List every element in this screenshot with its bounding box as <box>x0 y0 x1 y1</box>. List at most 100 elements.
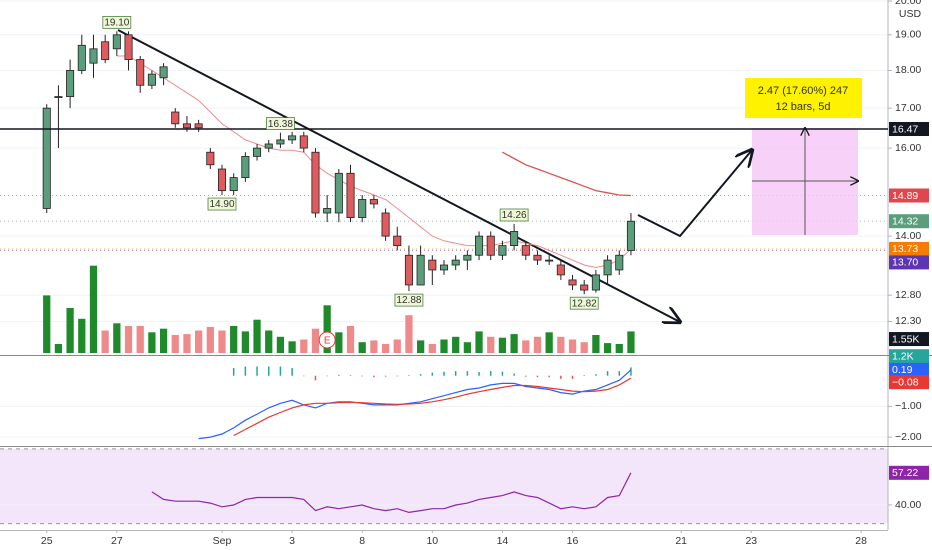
x-tick-label: 14 <box>497 535 509 547</box>
histogram-bar <box>595 374 597 376</box>
volume-bar <box>393 339 401 353</box>
volume-bar <box>405 315 413 353</box>
price-badge-label: 14.89 <box>892 190 918 202</box>
histogram-bar <box>630 367 632 376</box>
candle-body <box>404 254 413 286</box>
candle-body <box>194 123 203 129</box>
indicator-line <box>233 377 632 437</box>
candle-body <box>603 259 612 276</box>
volume-bar <box>615 344 623 353</box>
y-tick-label: 19.00 <box>895 29 921 41</box>
indicator-line <box>502 151 631 197</box>
volume-bar <box>124 326 133 353</box>
histogram-bar <box>232 368 235 376</box>
candle-body <box>556 264 565 276</box>
price-badge <box>889 375 929 390</box>
volume-bar <box>568 339 577 353</box>
x-tick-label: 23 <box>745 535 757 547</box>
measure-label: 12 bars, 5d <box>775 101 830 113</box>
histogram-bar <box>466 371 469 376</box>
price-badge-label: −0.08 <box>892 376 919 388</box>
volume-bar <box>475 331 483 353</box>
volume-bar <box>417 340 425 353</box>
volume-bar <box>148 332 156 353</box>
y-tick-label: −1.00 <box>895 400 922 412</box>
volume-bar <box>66 308 74 353</box>
volume-bar <box>533 336 542 353</box>
extreme-label-box <box>102 15 132 29</box>
price-badge-label: 0.19 <box>892 364 913 376</box>
price-badge-label: 57.22 <box>892 467 918 479</box>
volume-bar <box>510 334 518 353</box>
candle-body <box>124 34 133 60</box>
candle-body <box>381 212 390 237</box>
candle-body <box>626 220 635 251</box>
volume-bar <box>463 342 471 353</box>
volume-bar <box>335 332 343 353</box>
x-tick-label: Sep <box>213 535 232 547</box>
volume-bar <box>43 295 51 353</box>
volume-bar <box>627 331 635 353</box>
y-tick-label: 16.00 <box>895 142 921 154</box>
histogram-bar <box>314 375 317 381</box>
indicator-line <box>116 55 632 269</box>
extreme-label: 19.10 <box>104 17 129 28</box>
x-tick-label: 10 <box>426 535 438 547</box>
price-badge-label: 1.2K <box>892 350 914 362</box>
currency-label: USD <box>899 8 922 20</box>
candle-body <box>299 135 308 149</box>
candle-body <box>206 151 215 166</box>
histogram-bar <box>373 375 375 378</box>
histogram-bar <box>267 366 270 376</box>
volume-bar <box>136 326 144 353</box>
price-badge <box>889 188 929 203</box>
background <box>0 0 888 525</box>
volume-bar <box>603 343 612 353</box>
candle-body <box>311 151 320 214</box>
y-tick-label: 20.00 <box>895 0 921 7</box>
volume-bar <box>218 330 226 353</box>
y-tick-label: −2.00 <box>895 431 922 443</box>
candle-body <box>136 59 145 86</box>
candle-body <box>451 259 460 266</box>
price-badge <box>889 465 929 480</box>
indicator-line <box>198 369 632 440</box>
volume-bar <box>498 337 507 353</box>
y-tick-label: 18.00 <box>895 64 921 76</box>
price-badge-label: 13.73 <box>892 243 918 255</box>
volume-bar <box>159 328 168 353</box>
histogram-bar <box>291 368 293 376</box>
histogram-bar <box>431 372 434 376</box>
candle-body <box>77 44 86 71</box>
volume-bar <box>522 340 530 353</box>
candle-body <box>615 254 624 271</box>
extreme-label-box <box>569 296 599 310</box>
extreme-label: 14.90 <box>209 199 234 210</box>
volume-bar <box>89 265 98 353</box>
x-tick-label: 16 <box>567 535 579 547</box>
volume-bar <box>113 323 121 353</box>
histogram-bar <box>326 375 328 377</box>
candle-body <box>463 254 472 261</box>
volume-bar <box>370 340 378 353</box>
measure-label: 2.47 (17.60%) 247 <box>758 85 849 97</box>
price-badge <box>889 332 929 347</box>
volume-bar <box>311 328 320 353</box>
histogram-bar <box>244 366 247 376</box>
candle-body <box>416 254 425 286</box>
volume-bar <box>265 330 273 353</box>
candle-body <box>439 264 449 271</box>
candle-body <box>217 168 227 192</box>
histogram-bar <box>338 374 340 376</box>
volume-bar <box>545 332 553 353</box>
projection-path <box>637 150 752 238</box>
volume-bar <box>428 344 436 353</box>
price-badge-label: 14.32 <box>892 216 918 228</box>
volume-bar <box>78 318 86 353</box>
volume-bar <box>241 331 249 353</box>
candle-body <box>568 279 577 286</box>
histogram-bar <box>419 374 422 376</box>
candle-body <box>159 66 168 79</box>
